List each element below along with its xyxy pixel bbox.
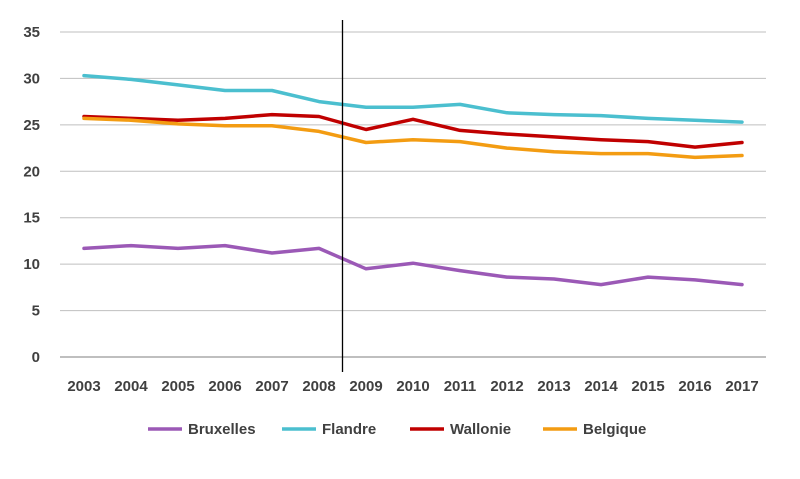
y-tick-label: 10 [23, 256, 40, 273]
legend-label-bruxelles: Bruxelles [188, 421, 256, 438]
y-axis-ticks: 0 5 10 15 20 25 30 35 [23, 24, 40, 366]
x-tick-label: 2003 [67, 378, 100, 395]
x-tick-label: 2005 [161, 378, 194, 395]
x-tick-label: 2015 [631, 378, 664, 395]
x-tick-label: 2013 [537, 378, 570, 395]
x-tick-label: 2007 [255, 378, 288, 395]
series-lines [82, 73, 744, 287]
legend-label-belgique: Belgique [583, 421, 646, 438]
legend-label-flandre: Flandre [322, 421, 376, 438]
x-tick-label: 2011 [444, 378, 477, 395]
legend-label-wallonie: Wallonie [450, 421, 511, 438]
x-tick-label: 2006 [208, 378, 241, 395]
grid-lines [60, 31, 766, 358]
series-line-belgique [82, 116, 744, 160]
series-line-bruxelles [82, 243, 744, 287]
x-tick-label: 2010 [396, 378, 429, 395]
x-tick-label: 2009 [349, 378, 382, 395]
y-tick-label: 5 [32, 303, 40, 320]
y-tick-label: 30 [23, 70, 40, 87]
x-tick-label: 2004 [114, 378, 148, 395]
series-line-wallonie [82, 112, 744, 149]
y-tick-label: 15 [23, 210, 40, 227]
y-tick-label: 0 [32, 349, 40, 366]
x-tick-label: 2016 [678, 378, 711, 395]
x-tick-label: 2008 [302, 378, 335, 395]
x-tick-label: 2017 [725, 378, 758, 395]
y-tick-label: 35 [23, 24, 40, 41]
x-tick-label: 2012 [490, 378, 523, 395]
x-axis-ticks: 2003 2004 2005 2006 2007 2008 2009 2010 2011 2012… [67, 378, 758, 395]
series-line-flandre [82, 73, 744, 124]
y-tick-label: 20 [23, 163, 40, 180]
x-tick-label: 2014 [584, 378, 618, 395]
y-tick-label: 25 [23, 117, 40, 134]
legend: Bruxelles Flandre Wallonie Belgique [148, 421, 646, 438]
